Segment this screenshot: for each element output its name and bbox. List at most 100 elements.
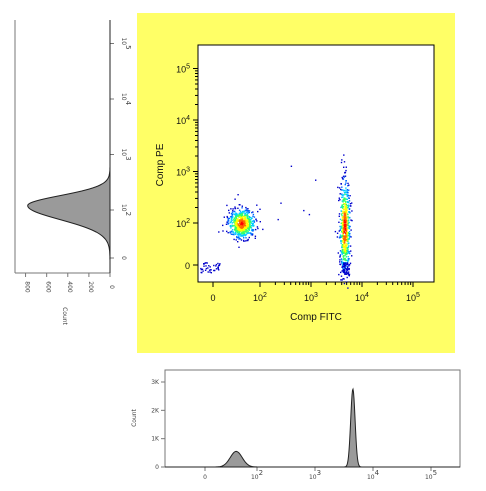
main-y-tick-label: 105 [176, 64, 190, 75]
event-dot [341, 226, 343, 228]
event-dot [242, 224, 245, 226]
event-dot [348, 267, 350, 270]
event-dot [345, 271, 348, 274]
event-dot [345, 230, 347, 232]
event-dot [209, 271, 211, 273]
event-dot [249, 225, 251, 228]
event-dot [347, 213, 349, 215]
event-dot [242, 212, 244, 215]
event-dot [340, 260, 343, 263]
event-dot [234, 198, 236, 200]
event-dot [346, 198, 348, 200]
event-dot [236, 236, 239, 239]
event-dot [344, 223, 346, 226]
event-dot [341, 249, 343, 251]
event-dot [237, 233, 240, 236]
event-dot [344, 251, 346, 254]
event-dot [339, 228, 342, 230]
event-dot [346, 273, 348, 275]
event-dot [341, 266, 344, 268]
event-dot [344, 175, 347, 177]
event-dot [338, 213, 341, 215]
event-dot [344, 273, 346, 275]
event-dot [246, 219, 248, 221]
event-dot [342, 249, 344, 251]
event-dot [250, 222, 253, 224]
event-dot [226, 215, 228, 218]
event-dot [342, 263, 345, 266]
event-dot [344, 244, 347, 246]
event-dot [342, 207, 344, 209]
event-dot [229, 221, 232, 224]
event-dot [346, 206, 349, 209]
event-dot [348, 227, 351, 230]
event-dot [343, 255, 345, 258]
event-dot [229, 216, 232, 218]
event-dot [245, 220, 247, 222]
event-dot [341, 259, 343, 261]
event-dot [246, 224, 248, 226]
event-dot [341, 261, 344, 263]
event-dot [343, 272, 345, 274]
event-dot [251, 234, 254, 236]
event-dot [236, 220, 238, 222]
event-dot [348, 184, 350, 186]
event-dot [235, 218, 238, 221]
event-dot [349, 195, 351, 197]
bottom-histogram-count-label: 3K [151, 379, 160, 386]
event-dot [248, 210, 251, 212]
event-dot [244, 230, 246, 233]
event-dot [240, 213, 243, 215]
event-dot [241, 221, 243, 223]
event-dot [346, 247, 348, 249]
event-dot [349, 212, 351, 214]
event-dot [247, 228, 249, 230]
event-dot [345, 191, 347, 194]
event-dot [344, 264, 346, 267]
event-dot [245, 228, 247, 230]
event-dot [245, 221, 247, 223]
event-dot [308, 213, 311, 216]
event-dot [344, 252, 347, 255]
event-dot [347, 201, 349, 204]
event-dot [245, 209, 248, 212]
event-dot [340, 183, 342, 185]
event-dot [252, 224, 254, 226]
event-dot [245, 208, 248, 210]
main-y-axis-title: Comp PE [155, 143, 166, 186]
left-histogram-count-label: 400 [66, 281, 73, 293]
event-dot [338, 273, 340, 276]
event-dot [205, 267, 208, 270]
event-dot [208, 265, 210, 267]
event-dot [343, 269, 345, 271]
event-dot [234, 226, 237, 228]
event-dot [341, 196, 343, 199]
event-dot [250, 219, 252, 221]
event-dot [233, 225, 235, 227]
event-dot [347, 217, 350, 219]
event-dot [342, 267, 344, 269]
event-dot [245, 234, 247, 236]
event-dot [346, 222, 349, 224]
event-dot [347, 185, 349, 187]
event-dot [348, 245, 350, 247]
event-dot [341, 206, 344, 208]
event-dot [233, 229, 236, 231]
event-dot [238, 227, 240, 229]
event-dot [344, 203, 347, 205]
event-dot [229, 232, 231, 234]
event-dot [226, 216, 229, 219]
event-dot [343, 219, 346, 222]
event-dot [344, 247, 347, 249]
event-dot [342, 236, 345, 238]
event-dot [347, 274, 350, 276]
event-dot [253, 220, 255, 222]
event-dot [345, 203, 347, 206]
event-dot [243, 215, 245, 218]
event-dot [346, 204, 348, 207]
event-dot [345, 262, 347, 264]
event-dot [202, 270, 204, 272]
event-dot [344, 266, 347, 268]
event-dot [345, 211, 347, 214]
event-dot [345, 198, 347, 201]
